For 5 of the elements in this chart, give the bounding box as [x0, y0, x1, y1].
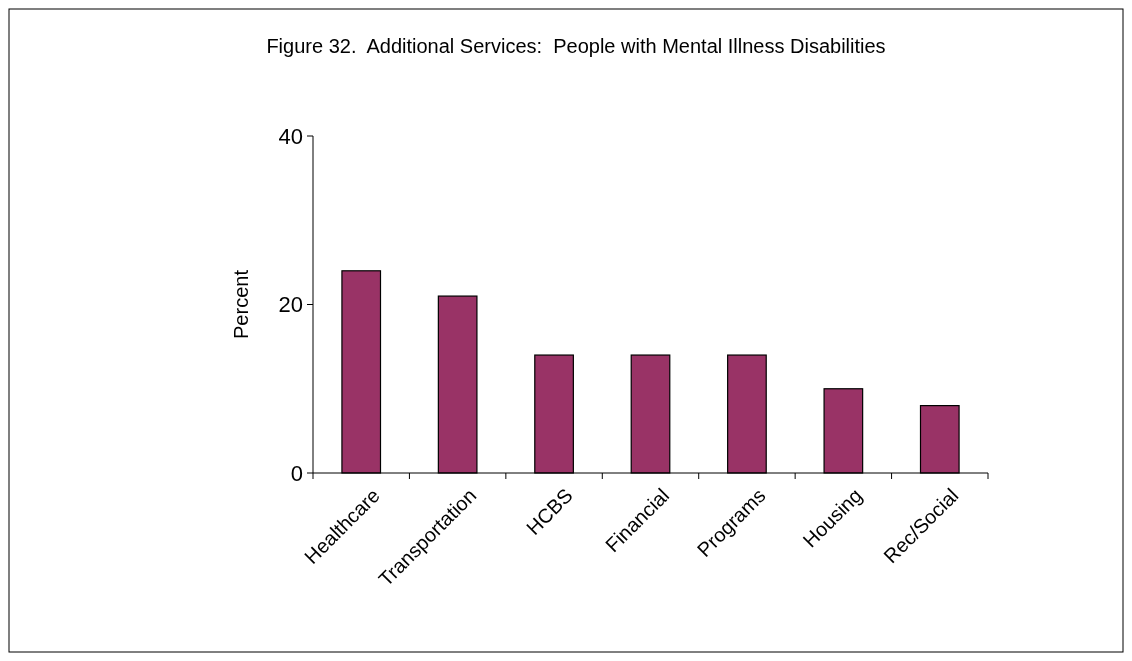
y-axis-title: Percent: [230, 269, 252, 339]
chart-title: Figure 32. Additional Services: People with Mental Illness Disabilities: [266, 35, 886, 57]
y-tick-label: 0: [290, 460, 303, 486]
y-tick-label: 40: [278, 123, 303, 149]
y-tick-label: 20: [278, 292, 303, 318]
